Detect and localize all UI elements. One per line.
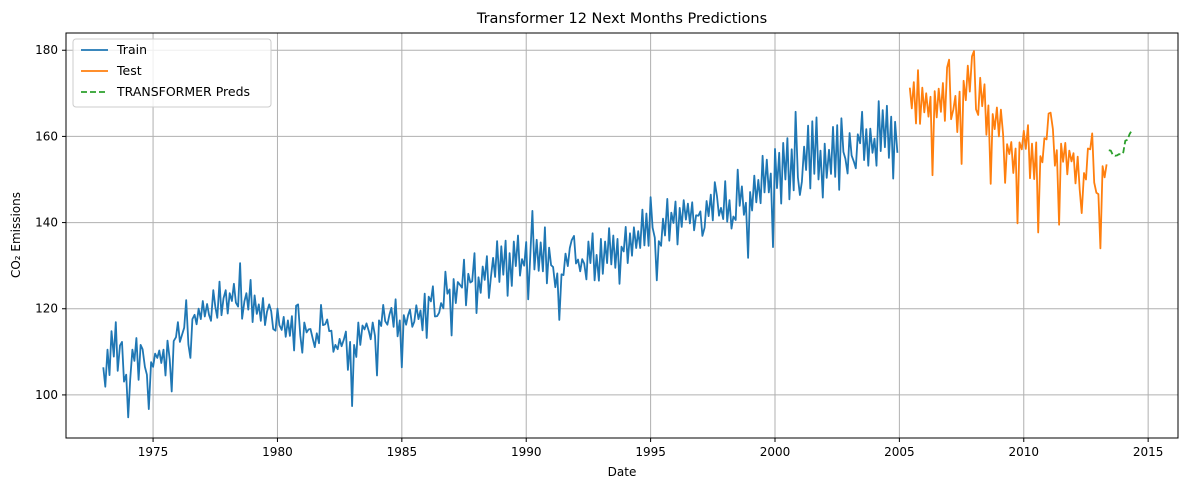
x-tick-label: 1980 <box>262 445 293 459</box>
legend-label-test: Test <box>116 63 142 78</box>
x-tick-label: 1975 <box>138 445 169 459</box>
series-line-test <box>908 50 1108 250</box>
y-axis-label: CO₂ Emissions <box>9 192 23 278</box>
x-tick-label: 1990 <box>511 445 542 459</box>
chart-title: Transformer 12 Next Months Predictions <box>476 11 767 27</box>
x-tick-label: 1995 <box>635 445 666 459</box>
x-tick-label: 2005 <box>884 445 915 459</box>
legend-box <box>72 38 272 108</box>
x-tick-label: 2000 <box>760 445 791 459</box>
axis-ticks: 1975 1980 1985 1990 1995 2000 2005 2010 2015 100 1… <box>35 43 1163 459</box>
x-tick-label: 2010 <box>1008 445 1039 459</box>
legend-label-train: Train <box>116 42 147 57</box>
x-tick-label: 2015 <box>1133 445 1164 459</box>
y-tick-label: 160 <box>35 129 58 143</box>
legend: Train Test TRANSFORMER Preds <box>72 38 272 108</box>
y-tick-label: 140 <box>35 216 58 230</box>
y-tick-label: 120 <box>35 302 58 316</box>
series-line-train <box>102 100 899 419</box>
y-tick-label: 180 <box>35 43 58 57</box>
x-tick-label: 1985 <box>387 445 418 459</box>
legend-label-preds: TRANSFORMER Preds <box>116 84 250 99</box>
series-line-transformer-preds <box>1108 130 1133 157</box>
series-lines <box>102 50 1133 419</box>
y-tick-label: 100 <box>35 388 58 402</box>
x-axis-label: Date <box>608 465 637 479</box>
plot-frame <box>65 32 1179 439</box>
